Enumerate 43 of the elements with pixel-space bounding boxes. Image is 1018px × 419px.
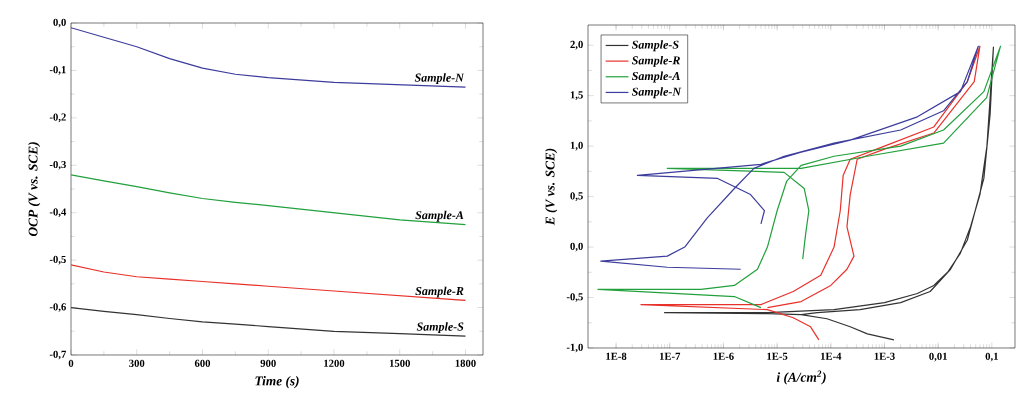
- y-tick-label: -0,1: [49, 66, 66, 75]
- y-tick-label: 1,0: [570, 141, 583, 151]
- x-tick-label: 1200: [324, 359, 345, 367]
- series-label: Sample-A: [415, 210, 464, 222]
- legend-label: Sample-N: [631, 87, 682, 99]
- x-tick-label: 1500: [389, 359, 410, 367]
- y-tick-label: -0,6: [49, 303, 66, 312]
- series-label: Sample-N: [414, 73, 465, 85]
- x-tick-label: 1E-7: [659, 352, 681, 360]
- y-tick-label: 0,0: [53, 18, 66, 28]
- x-tick-label: 0: [68, 359, 74, 367]
- y-tick-label: -0,4: [49, 208, 67, 218]
- line-series: [71, 306, 467, 337]
- x-tick-label: 300: [129, 359, 145, 367]
- y-tick-label: -1,0: [566, 343, 583, 353]
- y-tick-label: -0,5: [49, 255, 66, 265]
- series-label: Sample-R: [415, 286, 464, 298]
- legend-label: Sample-A: [631, 71, 680, 83]
- x-tick-label: 900: [260, 359, 276, 367]
- x-tick-label: 1800: [455, 359, 476, 367]
- x-tick-label: 1E-3: [874, 352, 895, 360]
- y-tick-label: 1,5: [570, 91, 583, 101]
- legend-label: Sample-R: [631, 55, 680, 67]
- y-tick-label: -0,7: [49, 350, 67, 360]
- y-tick-label: -0,3: [49, 160, 66, 170]
- y-axis-title: OCP (V vs. SCE): [28, 142, 41, 237]
- x-tick-label: 0,1: [985, 352, 998, 362]
- legend-label: Sample-S: [631, 40, 679, 52]
- y-tick-label: 2,0: [570, 40, 583, 50]
- x-tick-label: 1E-8: [606, 352, 627, 360]
- x-tick-label: 0,01: [929, 352, 947, 362]
- x-tick-label: 1E-6: [713, 352, 734, 360]
- x-axis-title: Time (s): [255, 376, 299, 389]
- y-tick-label: -0,2: [49, 113, 66, 123]
- x-tick-label: 600: [194, 359, 211, 367]
- y-axis-title: E (V vs. SCE): [545, 148, 558, 226]
- x-axis-title: i (A/cm$^{2}$): [776, 370, 826, 385]
- x-tick-label: 1E-5: [767, 352, 788, 360]
- y-tick-label: 0,0: [570, 242, 583, 252]
- y-tick-label: 0,5: [570, 192, 583, 201]
- x-tick-label: 1E-4: [820, 352, 842, 360]
- series-label: Sample-S: [416, 322, 464, 334]
- y-tick-label: -0,5: [566, 293, 583, 302]
